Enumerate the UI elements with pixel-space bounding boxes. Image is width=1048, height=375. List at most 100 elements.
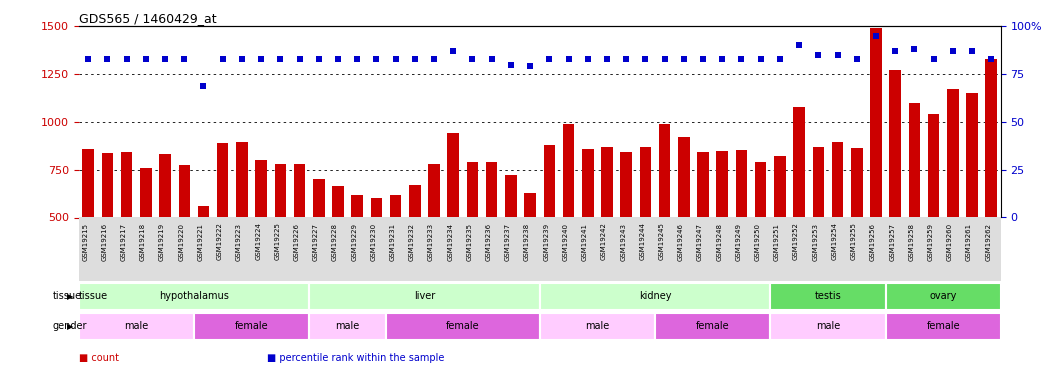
- Point: [887, 48, 903, 54]
- Point: [790, 42, 807, 48]
- Text: GSM19241: GSM19241: [582, 223, 588, 261]
- Point: [714, 56, 730, 62]
- Bar: [886, 313, 1001, 340]
- Text: GSM19262: GSM19262: [985, 223, 991, 261]
- Point: [444, 48, 461, 54]
- Text: GSM19232: GSM19232: [409, 223, 415, 261]
- Point: [580, 56, 596, 62]
- Bar: [332, 186, 344, 218]
- Text: GSM19227: GSM19227: [312, 223, 319, 261]
- Bar: [886, 283, 1001, 310]
- Point: [905, 46, 922, 52]
- Point: [156, 56, 173, 62]
- Text: GSM19243: GSM19243: [620, 223, 626, 261]
- Text: GSM19248: GSM19248: [716, 223, 722, 261]
- Bar: [563, 124, 574, 218]
- Bar: [217, 143, 228, 218]
- Text: GSM19231: GSM19231: [390, 223, 395, 261]
- Point: [752, 56, 769, 62]
- Text: GSM19225: GSM19225: [275, 223, 280, 261]
- Point: [425, 56, 442, 62]
- Text: GSM19250: GSM19250: [755, 223, 761, 261]
- Text: GSM19257: GSM19257: [889, 223, 895, 261]
- Point: [925, 56, 942, 62]
- Text: GSM19217: GSM19217: [121, 223, 127, 261]
- Text: female: female: [696, 321, 729, 331]
- Bar: [386, 313, 540, 340]
- Point: [771, 56, 788, 62]
- Bar: [194, 313, 309, 340]
- Point: [829, 52, 846, 58]
- Point: [541, 56, 558, 62]
- Text: GSM19254: GSM19254: [831, 223, 837, 261]
- Text: GSM19242: GSM19242: [601, 223, 607, 261]
- Text: testis: testis: [814, 291, 842, 301]
- Bar: [832, 142, 844, 218]
- Point: [656, 56, 673, 62]
- Point: [176, 56, 193, 62]
- Text: female: female: [926, 321, 960, 331]
- Text: GSM19237: GSM19237: [505, 223, 510, 261]
- Text: ▶: ▶: [67, 322, 73, 331]
- Bar: [309, 313, 386, 340]
- Point: [387, 56, 403, 62]
- Bar: [79, 313, 194, 340]
- Text: GSM19245: GSM19245: [658, 223, 664, 261]
- Bar: [870, 28, 881, 218]
- Point: [963, 48, 980, 54]
- Point: [271, 56, 288, 62]
- Text: GSM19244: GSM19244: [639, 223, 646, 261]
- Point: [617, 56, 634, 62]
- Point: [522, 63, 539, 69]
- Bar: [409, 185, 420, 218]
- Bar: [447, 134, 459, 218]
- Text: GSM19224: GSM19224: [255, 223, 261, 261]
- Bar: [985, 59, 997, 217]
- Bar: [582, 148, 593, 217]
- Point: [349, 56, 366, 62]
- Text: ovary: ovary: [930, 291, 957, 301]
- Bar: [890, 70, 901, 217]
- Bar: [540, 313, 655, 340]
- Bar: [770, 283, 886, 310]
- Text: GSM19247: GSM19247: [697, 223, 703, 261]
- Bar: [947, 89, 959, 218]
- Text: tissue: tissue: [52, 291, 82, 301]
- Text: GSM19260: GSM19260: [946, 223, 953, 261]
- Text: GSM19216: GSM19216: [102, 223, 107, 261]
- Point: [407, 56, 423, 62]
- Bar: [486, 162, 498, 218]
- Text: GSM19238: GSM19238: [524, 223, 530, 261]
- Point: [848, 56, 865, 62]
- Point: [234, 56, 250, 62]
- Text: ▶: ▶: [67, 292, 73, 301]
- Point: [983, 56, 1000, 62]
- Bar: [351, 195, 363, 217]
- Text: tissue: tissue: [79, 291, 108, 301]
- Bar: [770, 313, 886, 340]
- Bar: [659, 124, 671, 218]
- Text: GSM19251: GSM19251: [773, 223, 780, 261]
- Text: GSM19230: GSM19230: [370, 223, 376, 261]
- Bar: [544, 145, 555, 218]
- Text: GSM19229: GSM19229: [351, 223, 357, 261]
- Bar: [736, 150, 747, 217]
- Text: gender: gender: [52, 321, 87, 331]
- Bar: [505, 176, 517, 217]
- Bar: [655, 313, 770, 340]
- Bar: [309, 283, 540, 310]
- Point: [695, 56, 712, 62]
- Text: GSM19246: GSM19246: [678, 223, 683, 261]
- Bar: [812, 147, 824, 218]
- Text: GSM19259: GSM19259: [927, 223, 934, 261]
- Text: GSM19256: GSM19256: [870, 223, 876, 261]
- Point: [329, 56, 346, 62]
- Text: ■ percentile rank within the sample: ■ percentile rank within the sample: [267, 353, 444, 363]
- Bar: [140, 168, 152, 217]
- Text: hypothalamus: hypothalamus: [159, 291, 228, 301]
- Bar: [83, 148, 94, 217]
- Text: liver: liver: [414, 291, 435, 301]
- Text: male: male: [585, 321, 610, 331]
- Bar: [639, 147, 651, 218]
- Text: GSM19235: GSM19235: [466, 223, 473, 261]
